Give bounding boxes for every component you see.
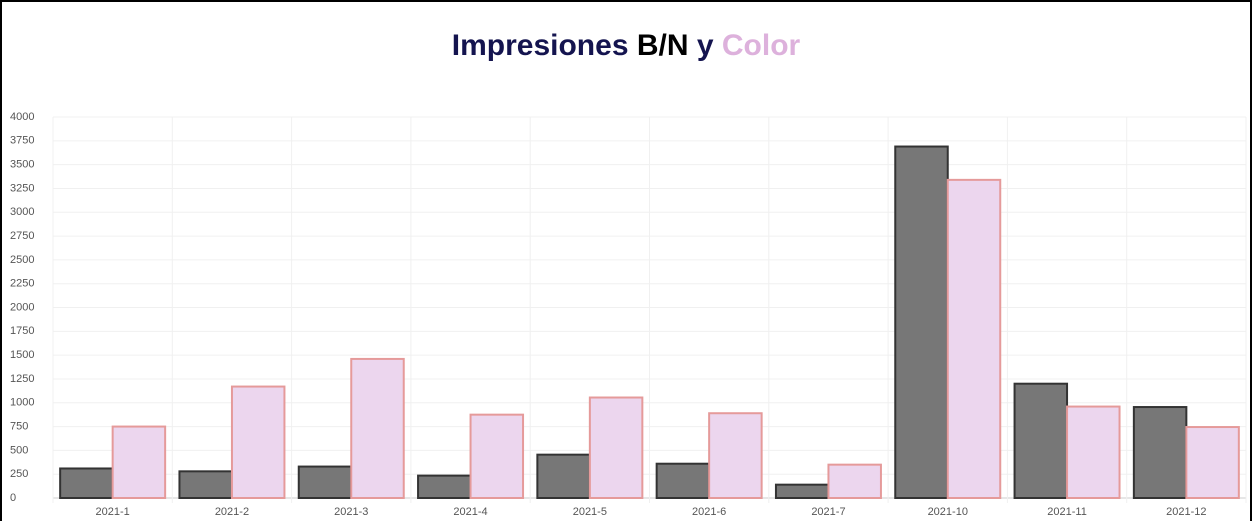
x-tick-label: 2021-12	[1166, 506, 1206, 518]
bar	[230, 385, 286, 499]
title-part: Impresiones	[452, 29, 629, 62]
bar	[350, 357, 405, 499]
x-tick-label: 2021-10	[928, 506, 968, 518]
bar	[774, 483, 830, 500]
x-tick-label: 2021-7	[811, 506, 845, 518]
bar	[1185, 426, 1240, 500]
x-tick-label: 2021-1	[96, 506, 130, 518]
x-tick-label: 2021-5	[573, 506, 607, 518]
y-tick-label: 500	[10, 444, 28, 456]
bar	[59, 467, 114, 500]
y-tick-label: 1250	[10, 373, 34, 385]
bar	[111, 425, 167, 499]
x-tick-label: 2021-3	[334, 506, 368, 518]
bar	[1132, 406, 1188, 500]
y-tick-label: 2750	[10, 230, 34, 242]
y-tick-label: 1750	[10, 325, 34, 337]
x-tick-label: 2021-2	[215, 506, 249, 518]
y-tick-label: 0	[10, 492, 16, 504]
title-series: Color	[722, 29, 801, 62]
bar	[1066, 405, 1121, 499]
y-tick-label: 3500	[10, 159, 34, 171]
y-tick-label: 4000	[10, 111, 34, 123]
y-tick-label: 750	[10, 420, 28, 432]
bar	[1013, 382, 1069, 500]
title-series: B/N	[637, 29, 689, 62]
bar	[417, 474, 472, 499]
bar	[894, 145, 949, 499]
chart-title: Impresiones B/N y Color	[452, 29, 801, 62]
bar	[588, 396, 644, 500]
y-tick-label: 250	[10, 468, 28, 480]
bar	[536, 453, 591, 500]
x-tick-label: 2021-11	[1047, 506, 1087, 518]
x-tick-label: 2021-6	[692, 506, 726, 518]
y-tick-label: 1500	[10, 349, 34, 361]
y-tick-label: 1000	[10, 397, 34, 409]
bar	[827, 463, 882, 500]
y-tick-label: 2000	[10, 301, 34, 313]
bar	[297, 465, 353, 500]
bar	[469, 413, 525, 499]
y-tick-label: 3250	[10, 182, 34, 194]
y-tick-label: 3000	[10, 206, 34, 218]
title-part: y	[697, 29, 714, 62]
bar	[946, 178, 1002, 500]
bar	[178, 470, 233, 499]
bar	[708, 412, 763, 500]
y-tick-label: 3750	[10, 135, 34, 147]
y-tick-label: 2250	[10, 278, 34, 290]
y-tick-label: 2500	[10, 254, 34, 266]
x-tick-label: 2021-4	[453, 506, 487, 518]
bar	[655, 462, 711, 499]
